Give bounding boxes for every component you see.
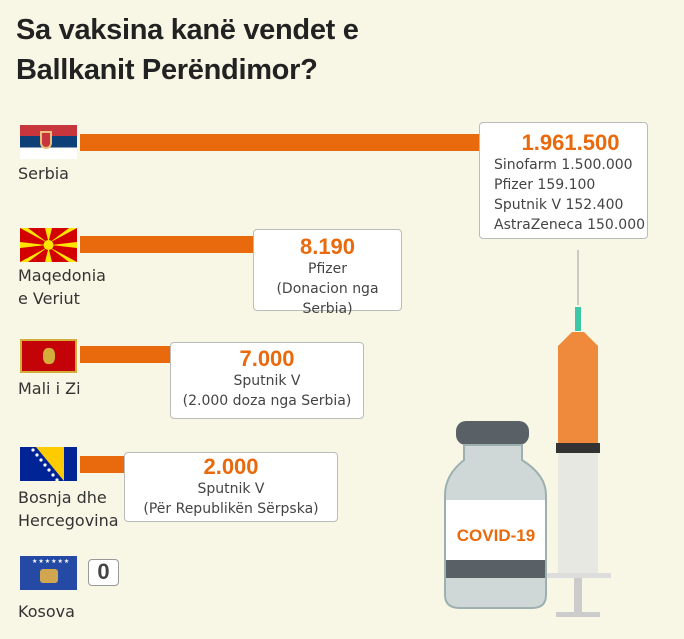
detail: (Donacion nga Serbia) [276,281,379,317]
montenegro-flag-icon [20,339,77,373]
country-label: Kosova [18,602,75,621]
value-label: 7.000 [239,346,295,371]
value-label: 0 [97,559,110,584]
value-box-serbia: 1.961.500 Sinofarm 1.500.000 Pfizer 159.… [479,122,648,239]
country-label: Serbia [18,164,69,183]
value-box-bosnia: 2.000 Sputnik V (Për Republikën Sërpska) [124,452,338,522]
serbia-flag-icon [20,125,77,159]
detail: Sinofarm 1.500.000 [494,157,633,173]
bar-serbia [80,134,480,151]
value-box-kosovo: 0 [88,559,119,586]
kosovo-flag-icon: ★★★★★★ [20,556,77,590]
value-label: 1.961.500 [521,130,620,155]
bosnia-flag-icon [20,447,77,481]
detail: Sputnik V [197,481,265,497]
country-label: Mali i Zi [18,379,81,398]
macedonia-flag-icon [20,228,77,262]
detail: AstraZeneca 150.000 [494,217,646,233]
vial-icon [444,421,547,609]
value-box-macedonia: 8.190 Pfizer (Donacion nga Serbia) [253,229,402,317]
bar-macedonia [80,236,253,253]
detail: Sputnik V [233,373,301,389]
detail: (Për Republikën Sërpska) [143,501,319,517]
country-label: e Veriut [18,289,80,308]
bar-montenegro [80,346,172,363]
detail: (2.000 doza nga Serbia) [182,393,352,409]
value-box-montenegro: 7.000 Sputnik V (2.000 doza nga Serbia) [170,342,364,419]
syringe-icon [545,250,611,617]
value-label: 8.190 [299,234,356,259]
country-label: Bosnja dhe [18,488,107,507]
detail: Sputnik V 152.400 [494,197,624,213]
country-label: Maqedonia [18,266,106,285]
detail: Pfizer [308,261,347,277]
vial-label: COVID-19 [456,526,536,545]
value-label: 2.000 [203,454,259,479]
country-label: Hercegovina [18,511,119,530]
bar-bosnia [80,456,126,473]
page-title: Sa vaksina kanë vendet e Ballkanit Perën… [16,14,359,86]
syringe-vial-illustration [444,250,611,617]
detail: Pfizer 159.100 [494,177,596,193]
